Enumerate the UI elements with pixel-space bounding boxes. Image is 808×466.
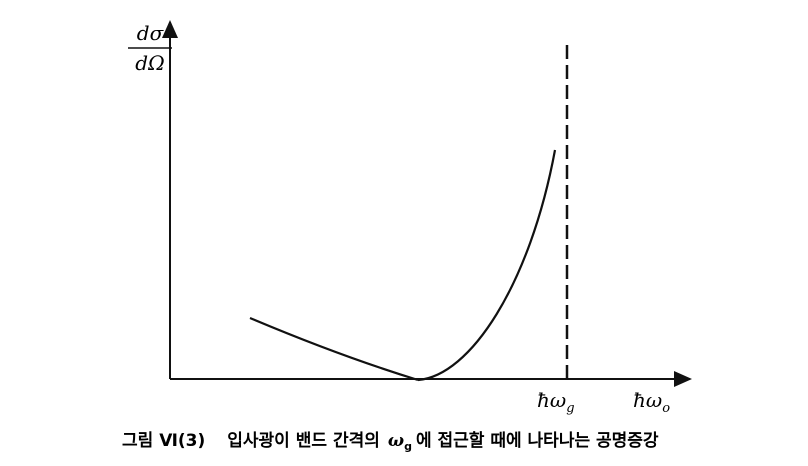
x-marker-label: ħωg [537,388,575,416]
x-label-sub: o [662,401,670,416]
caption-symbol-sub: g [404,440,412,453]
cross-section-curve [249,149,557,382]
x-marker-sub: g [566,401,574,416]
caption-text-after: 에 접근할 때에 나타나는 공명증강 [416,431,659,451]
x-label-base: ħω [633,388,662,412]
y-label-denominator: dΩ [135,51,164,75]
caption-symbol: ω [388,431,404,451]
x-marker-base: ħω [537,388,566,412]
caption-text-before: 입사광이 밴드 간격의 [227,431,380,451]
figure-number: 그림 Ⅵ(3) [122,431,205,451]
y-label-numerator: dσ [137,21,165,45]
caption: 그림 Ⅵ(3) 입사광이 밴드 간격의 ωg 에 접근할 때에 나타나는 공명증강 [122,431,659,453]
x-axis-label: ħωo [633,388,670,416]
